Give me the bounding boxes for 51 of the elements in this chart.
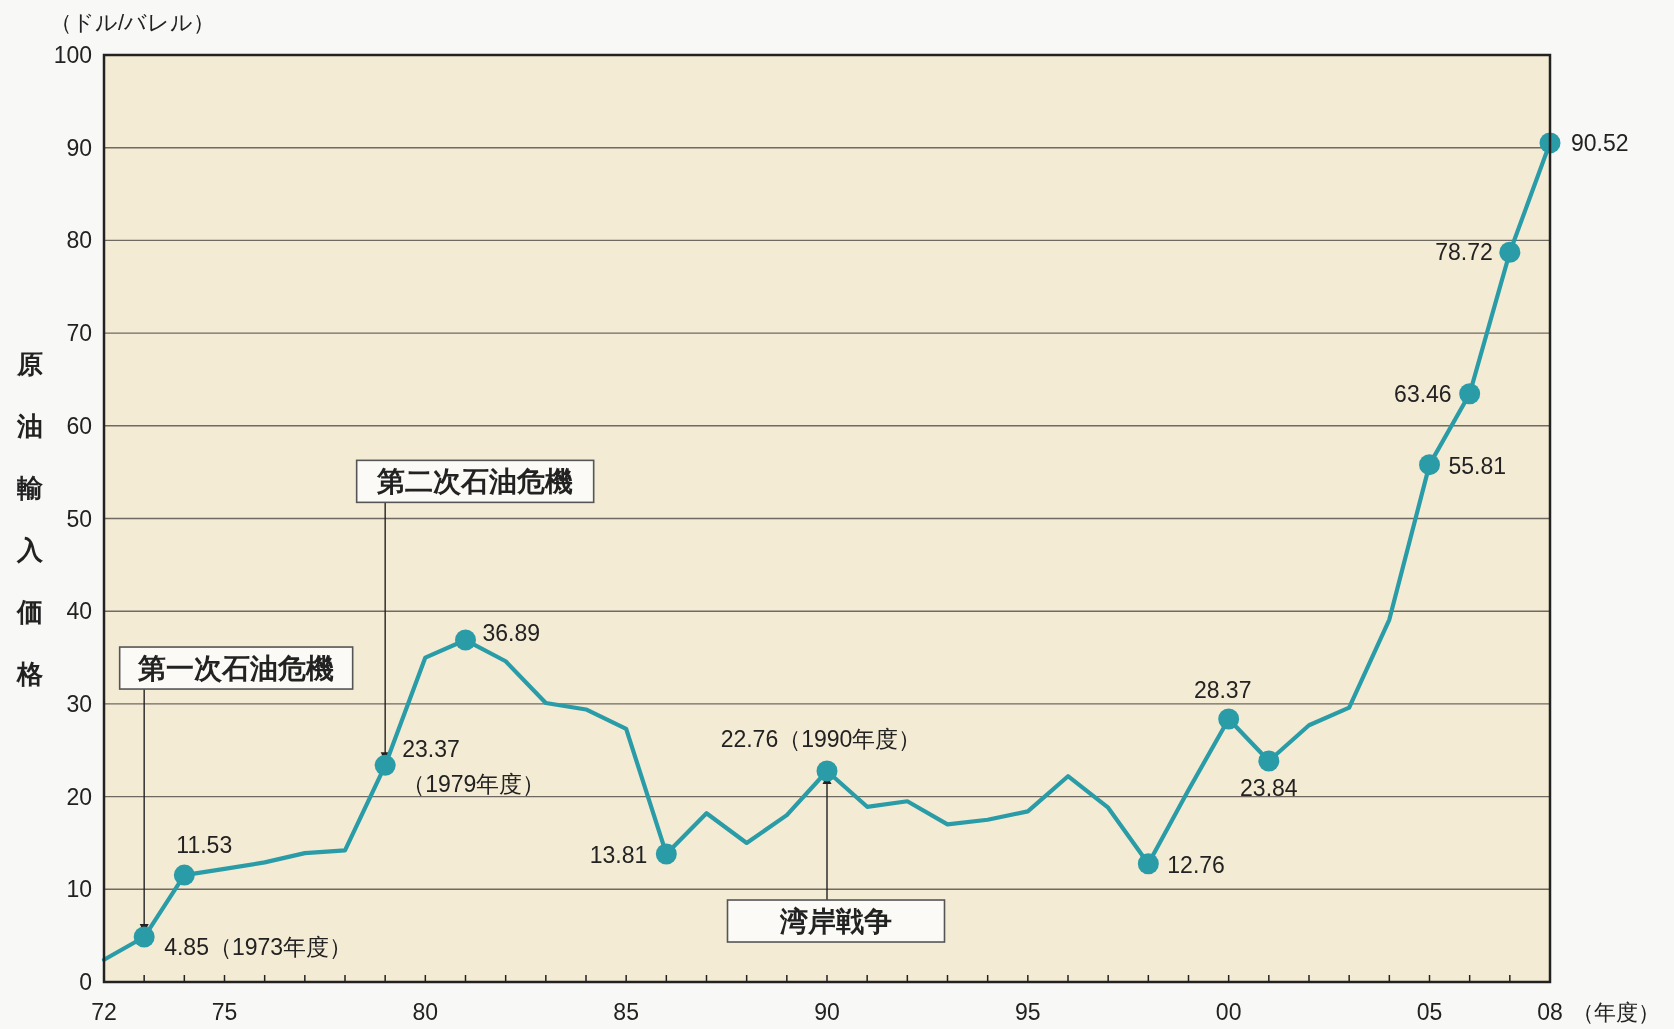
x-tick-label: 95 (1015, 999, 1041, 1025)
x-tick-label: 85 (613, 999, 639, 1025)
y-tick-label: 50 (66, 505, 92, 532)
data-label: 55.81 (1448, 452, 1507, 479)
data-label: 22.76（1990年度） (720, 726, 922, 753)
point (133, 926, 155, 948)
y-tick-label: 40 (66, 598, 92, 625)
data-label: 4.85（1973年度） (164, 934, 353, 961)
data-label: 78.72 (1435, 239, 1493, 266)
y-tick-label: 10 (66, 876, 92, 903)
data-label: 13.81 (589, 841, 648, 868)
y-tick-label: 70 (66, 320, 92, 347)
y-tick-label: 90 (66, 134, 92, 161)
x-tick-label: 72 (91, 999, 117, 1025)
point (374, 754, 396, 776)
data-label: 23.84 (1240, 775, 1298, 801)
x-tick-label: 08 (1537, 999, 1563, 1025)
annotation: 第二次石油危機 (376, 465, 574, 497)
point (655, 843, 677, 865)
x-tick-label: 00 (1215, 999, 1242, 1025)
x-tick-label: 75 (211, 999, 238, 1025)
annotation: 第一次石油危機 (137, 652, 335, 684)
x-axis-title: （年度） (1572, 1000, 1660, 1025)
text: （ドル/バレル） (50, 10, 216, 35)
y-tick-label: 20 (66, 783, 92, 810)
y-tick-label: 100 (53, 42, 92, 68)
data-label: 11.53 (176, 832, 233, 859)
data-label: 63.46 (1394, 380, 1452, 407)
text: 原油輸入価格 (17, 348, 43, 689)
data-label: 23.37 （1979年度） (402, 736, 546, 798)
data-label: 12.76 (1167, 851, 1225, 878)
data-label: 28.37 (1193, 677, 1252, 704)
x-tick-label: 80 (412, 999, 439, 1025)
point (1258, 750, 1280, 772)
point (1459, 383, 1481, 405)
point (1419, 454, 1440, 476)
point (1218, 708, 1240, 730)
x-tick-label: 90 (814, 999, 840, 1025)
point (455, 629, 476, 651)
x-tick-label: 05 (1416, 999, 1443, 1025)
point (816, 760, 838, 782)
point (1137, 853, 1159, 875)
y-tick-label: 80 (66, 227, 92, 254)
data-label: 36.89 (482, 620, 541, 647)
y-tick-label: 60 (66, 412, 92, 439)
y-tick-label: 30 (66, 690, 92, 717)
point (173, 864, 195, 886)
point (1499, 241, 1521, 263)
y-tick-label: 0 (79, 969, 92, 995)
annotation: 湾岸戦争 (779, 905, 892, 937)
data-label: 90.52 (1571, 129, 1629, 156)
